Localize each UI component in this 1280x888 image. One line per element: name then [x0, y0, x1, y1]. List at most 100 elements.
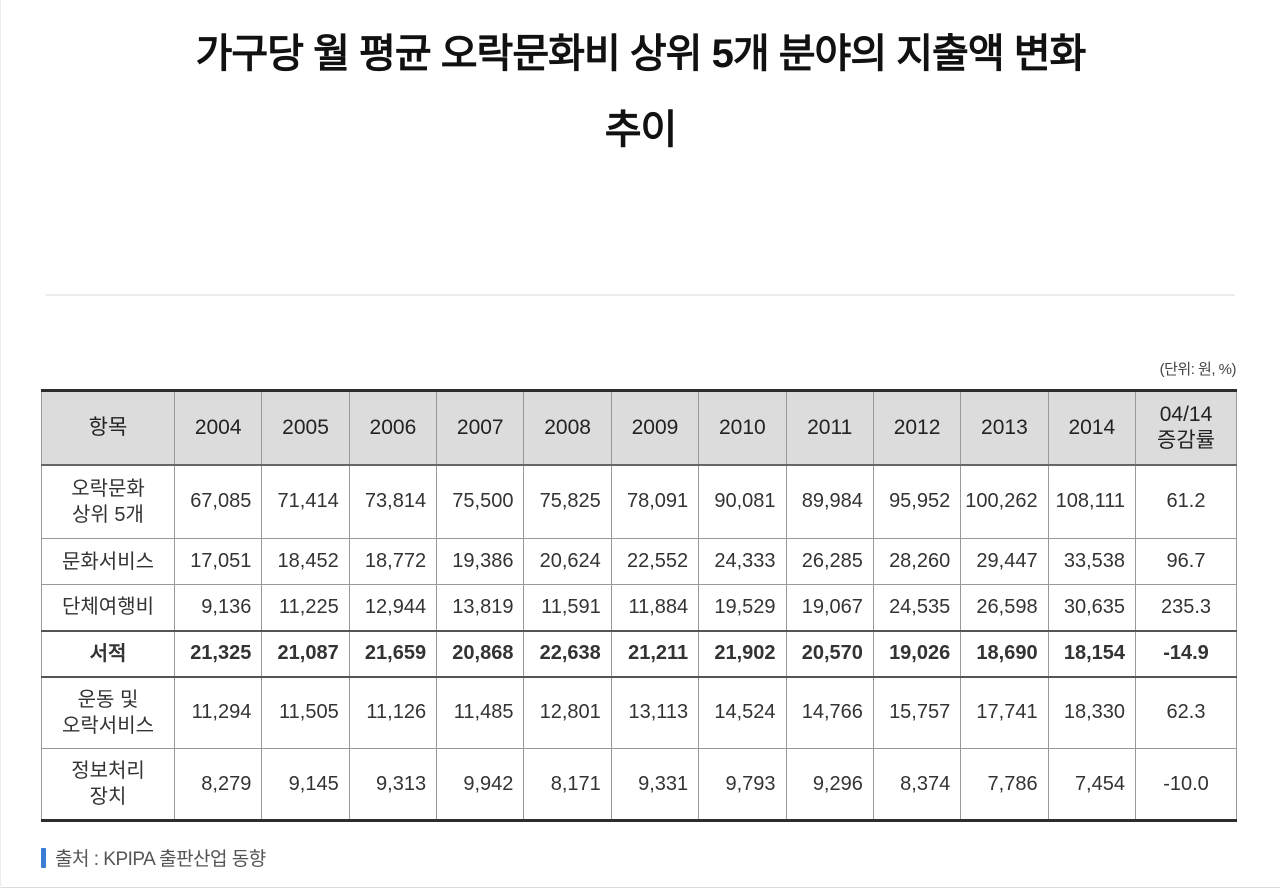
value-cell: 11,505 [261, 676, 350, 749]
source-note: 출처 : KPIPA 출판산업 동향 [41, 844, 1280, 871]
header-year-column: 2008 [523, 389, 612, 466]
value-cell: 13,113 [610, 676, 700, 749]
value-cell: 20,624 [523, 538, 612, 585]
value-cell: 26,285 [785, 538, 874, 585]
value-cell: 8,279 [173, 748, 263, 822]
table-row: 정보처리 장치 8,279 9,145 9,313 9,942 8,171 9,331 9,7… [41, 748, 1237, 822]
source-text: 출처 : KPIPA 출판산업 동향 [55, 849, 266, 870]
value-cell: 18,772 [348, 538, 438, 585]
value-cell: 28,260 [872, 538, 962, 585]
row-label-cell: 정보처리 장치 [41, 748, 175, 822]
value-cell: 11,126 [348, 676, 438, 749]
header-year-column: 2010 [698, 389, 787, 466]
value-cell: 21,325 [173, 629, 263, 678]
value-cell: 75,825 [523, 464, 612, 539]
value-cell: 11,884 [610, 584, 700, 631]
table-container: 항목 2004 2005 2006 2007 2008 2009 2010 2011 2012 20… [41, 389, 1280, 822]
value-cell: 18,690 [960, 629, 1049, 678]
value-cell: 9,145 [261, 748, 350, 822]
value-cell: 29,447 [960, 538, 1049, 585]
title-line-1: 가구당 월 평균 오락문화비 상위 5개 분야의 지출액 변화 [195, 32, 1087, 76]
value-cell: 67,085 [173, 464, 263, 539]
value-cell: 8,171 [523, 748, 612, 822]
pct-value-cell: 96.7 [1135, 538, 1237, 585]
value-cell: 9,942 [436, 748, 525, 822]
pct-value-cell: -14.9 [1135, 629, 1237, 678]
pct-value-cell: -10.0 [1135, 748, 1237, 822]
value-cell: 12,801 [523, 676, 612, 749]
table-row: 문화서비스 17,051 18,452 18,772 19,386 20,624 22,55… [41, 538, 1237, 585]
value-cell: 21,902 [698, 629, 787, 678]
value-cell: 19,026 [872, 629, 962, 678]
value-cell: 100,262 [960, 464, 1049, 539]
value-cell: 22,638 [523, 629, 612, 678]
row-label-cell: 오락문화 상위 5개 [41, 464, 175, 539]
value-cell: 108,111 [1047, 464, 1137, 539]
value-cell: 11,225 [261, 584, 350, 631]
value-cell: 89,984 [785, 464, 874, 539]
value-cell: 18,154 [1047, 629, 1137, 678]
source-accent-bar [41, 847, 46, 868]
value-cell: 24,333 [698, 538, 787, 585]
value-cell: 78,091 [610, 464, 700, 539]
value-cell: 33,538 [1047, 538, 1137, 585]
value-cell: 14,766 [785, 676, 874, 749]
value-cell: 18,452 [261, 538, 350, 585]
value-cell: 13,819 [436, 584, 525, 631]
value-cell: 20,868 [436, 629, 525, 678]
row-label-cell: 단체여행비 [41, 584, 175, 631]
value-cell: 17,051 [173, 538, 263, 585]
expenditure-table: 항목 2004 2005 2006 2007 2008 2009 2010 2011 2012 20… [41, 389, 1237, 822]
value-cell: 7,786 [960, 748, 1049, 822]
table-row: 서적 21,325 21,087 21,659 20,868 22,638 21,211 21… [41, 629, 1237, 678]
header-year-column: 2013 [960, 389, 1049, 466]
value-cell: 30,635 [1047, 584, 1137, 631]
value-cell: 73,814 [348, 464, 438, 539]
section-divider [46, 294, 1235, 296]
value-cell: 9,313 [348, 748, 438, 822]
header-year-column: 2011 [785, 389, 874, 466]
value-cell: 11,485 [436, 676, 525, 749]
value-cell: 75,500 [436, 464, 525, 539]
value-cell: 24,535 [872, 584, 962, 631]
value-cell: 9,136 [173, 584, 263, 631]
value-cell: 21,211 [610, 629, 700, 678]
value-cell: 22,552 [610, 538, 700, 585]
title-line-2: 추이 [604, 108, 678, 152]
header-year-column: 2006 [348, 389, 438, 466]
header-year-column: 2012 [872, 389, 962, 466]
value-cell: 9,793 [698, 748, 787, 822]
table-row: 단체여행비 9,136 11,225 12,944 13,819 11,591 11,884… [41, 584, 1237, 631]
value-cell: 17,741 [960, 676, 1049, 749]
header-year-column: 2014 [1047, 389, 1137, 466]
value-cell: 14,524 [698, 676, 787, 749]
value-cell: 71,414 [261, 464, 350, 539]
value-cell: 19,067 [785, 584, 874, 631]
pct-value-cell: 62.3 [1135, 676, 1237, 749]
header-year-column: 2005 [261, 389, 350, 466]
header-item-column: 항목 [41, 389, 175, 466]
value-cell: 9,331 [610, 748, 700, 822]
value-cell: 26,598 [960, 584, 1049, 631]
table-row: 운동 및 오락서비스 11,294 11,505 11,126 11,485 12,801… [41, 676, 1237, 749]
value-cell: 18,330 [1047, 676, 1137, 749]
value-cell: 19,386 [436, 538, 525, 585]
header-year-column: 2004 [173, 389, 263, 466]
page-title: 가구당 월 평균 오락문화비 상위 5개 분야의 지출액 변화 추이 [1, 0, 1280, 168]
pct-value-cell: 235.3 [1135, 584, 1237, 631]
value-cell: 90,081 [698, 464, 787, 539]
table-row: 오락문화 상위 5개 67,085 71,414 73,814 75,500 75,825… [41, 464, 1237, 539]
header-year-column: 2009 [610, 389, 700, 466]
value-cell: 8,374 [872, 748, 962, 822]
value-cell: 11,591 [523, 584, 612, 631]
row-label-cell: 운동 및 오락서비스 [41, 676, 175, 749]
pct-value-cell: 61.2 [1135, 464, 1237, 539]
row-label-cell: 문화서비스 [41, 538, 175, 585]
value-cell: 7,454 [1047, 748, 1137, 822]
unit-note: (단위: 원, %) [1159, 361, 1237, 378]
value-cell: 21,087 [261, 629, 350, 678]
value-cell: 11,294 [173, 676, 263, 749]
row-label-cell: 서적 [41, 629, 175, 678]
value-cell: 20,570 [785, 629, 874, 678]
